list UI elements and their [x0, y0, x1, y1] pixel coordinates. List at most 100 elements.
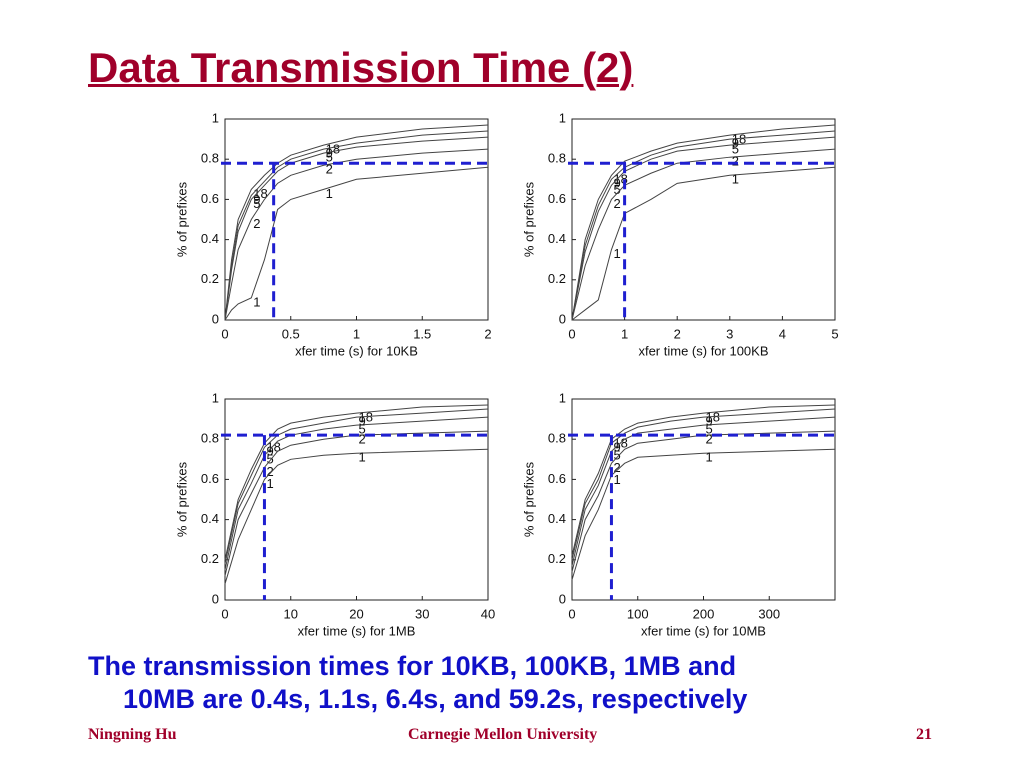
series-line — [224, 136, 489, 321]
y-tick-label: 0.2 — [548, 551, 566, 566]
x-tick-label: 3 — [726, 326, 733, 341]
y-tick-label: 0.8 — [201, 151, 219, 166]
series-line — [224, 408, 489, 564]
y-tick-label: 1 — [212, 110, 219, 125]
y-tick-label: 0.2 — [201, 271, 219, 286]
y-tick-label: 0.8 — [548, 151, 566, 166]
y-tick-label: 0.6 — [201, 471, 219, 486]
series-label: 1 — [706, 450, 713, 465]
x-tick-label: 0 — [568, 326, 575, 341]
x-axis-label: xfer time (s) for 100KB — [638, 343, 768, 358]
series-line — [571, 130, 836, 321]
y-tick-label: 0 — [212, 311, 219, 326]
y-tick-label: 0.4 — [201, 231, 219, 246]
slide-title: Data Transmission Time (2) — [88, 44, 634, 91]
series-label: 2 — [706, 432, 713, 447]
x-tick-label: 100 — [627, 606, 649, 621]
series-line — [224, 130, 489, 321]
x-tick-label: 20 — [349, 606, 363, 621]
series-label: 5 — [253, 196, 260, 211]
series-label: 5 — [266, 452, 273, 467]
series-line — [571, 416, 836, 566]
series-line — [224, 166, 489, 321]
x-axis-label: xfer time (s) for 10MB — [641, 623, 766, 638]
x-tick-label: 10 — [284, 606, 298, 621]
series-label: 5 — [613, 182, 620, 197]
slide-body: The transmission times for 10KB, 100KB, … — [88, 650, 747, 716]
series-line — [224, 416, 489, 570]
y-axis-label: % of prefixes — [521, 181, 536, 257]
series-line — [571, 136, 836, 321]
series-label: 9 — [732, 136, 739, 151]
x-axis-label: xfer time (s) for 10KB — [295, 343, 418, 358]
x-tick-label: 30 — [415, 606, 429, 621]
x-tick-label: 4 — [779, 326, 786, 341]
y-tick-label: 1 — [212, 390, 219, 405]
series-line — [571, 124, 836, 321]
body-line: The transmission times for 10KB, 100KB, … — [88, 651, 737, 681]
series-label: 5 — [706, 422, 713, 437]
series-label: 1 — [326, 186, 333, 201]
y-axis-label: % of prefixes — [174, 181, 189, 257]
y-tick-label: 0.8 — [201, 431, 219, 446]
footer-right: 21 — [916, 726, 932, 743]
x-tick-label: 0 — [221, 606, 228, 621]
y-tick-label: 0 — [212, 591, 219, 606]
series-line — [571, 166, 836, 321]
series-label: 1 — [613, 472, 620, 487]
series-label: 2 — [732, 154, 739, 169]
x-tick-label: 1.5 — [413, 326, 431, 341]
series-label: 5 — [613, 448, 620, 463]
x-tick-label: 0 — [568, 606, 575, 621]
x-axis-label: xfer time (s) for 1MB — [298, 623, 416, 638]
x-tick-label: 2 — [484, 326, 491, 341]
x-tick-label: 2 — [674, 326, 681, 341]
x-tick-label: 300 — [758, 606, 780, 621]
y-tick-label: 1 — [559, 110, 566, 125]
x-tick-label: 40 — [481, 606, 495, 621]
y-tick-label: 0.4 — [548, 511, 566, 526]
y-axis-label: % of prefixes — [174, 461, 189, 537]
series-label: 1 — [732, 172, 739, 187]
series-line — [571, 408, 836, 560]
body-line: 10MB are 0.4s, 1.1s, 6.4s, and 59.2s, re… — [123, 684, 748, 714]
series-label: 2 — [326, 162, 333, 177]
series-label: 1 — [613, 246, 620, 261]
x-tick-label: 5 — [831, 326, 838, 341]
footer-left: Ningning Hu — [88, 726, 177, 743]
series-label: 2 — [613, 196, 620, 211]
series-label: 1 — [359, 450, 366, 465]
series-label: 2 — [253, 216, 260, 231]
y-tick-label: 1 — [559, 390, 566, 405]
series-label: 2 — [266, 464, 273, 479]
series-line — [571, 448, 836, 581]
axes-frame — [224, 118, 489, 321]
y-tick-label: 0.2 — [201, 551, 219, 566]
axes-frame — [571, 118, 836, 321]
series-label: 18 — [732, 132, 746, 147]
series-label: 2 — [613, 460, 620, 475]
y-tick-label: 0 — [559, 591, 566, 606]
series-label: 9 — [253, 192, 260, 207]
y-tick-label: 0 — [559, 311, 566, 326]
series-label: 9 — [613, 440, 620, 455]
y-tick-label: 0.4 — [201, 511, 219, 526]
series-line — [224, 404, 489, 560]
x-tick-label: 1 — [353, 326, 360, 341]
series-label: 5 — [359, 422, 366, 437]
series-label: 9 — [706, 414, 713, 429]
series-label: 5 — [732, 142, 739, 157]
x-tick-label: 0 — [221, 326, 228, 341]
series-label: 9 — [326, 146, 333, 161]
series-label: 1 — [266, 476, 273, 491]
y-tick-label: 0.6 — [548, 471, 566, 486]
series-label: 5 — [326, 150, 333, 165]
series-label: 9 — [266, 444, 273, 459]
y-tick-label: 0.4 — [548, 231, 566, 246]
series-line — [224, 148, 489, 321]
series-line — [224, 448, 489, 585]
series-line — [571, 404, 836, 556]
series-label: 1 — [253, 294, 260, 309]
